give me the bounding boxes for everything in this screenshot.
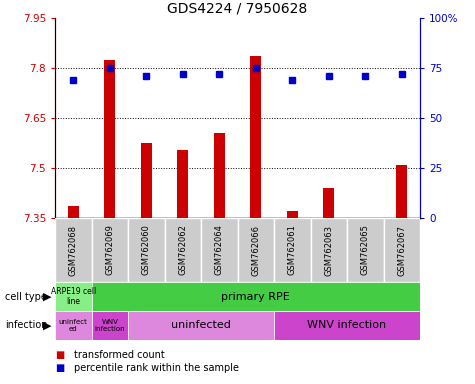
Bar [274, 311, 420, 340]
Bar [250, 56, 261, 218]
Text: cell type: cell type [5, 291, 47, 301]
Bar [55, 282, 92, 311]
Bar [201, 218, 238, 282]
Bar [128, 311, 274, 340]
Bar [68, 206, 79, 218]
Text: GSM762065: GSM762065 [361, 225, 370, 275]
Bar [214, 133, 225, 218]
Bar [104, 60, 115, 218]
Bar [177, 150, 188, 218]
Bar [92, 218, 128, 282]
Bar [323, 188, 334, 218]
Bar [238, 218, 274, 282]
Text: ▶: ▶ [43, 291, 52, 301]
Bar [274, 218, 311, 282]
Text: uninfect
ed: uninfect ed [59, 319, 88, 332]
Text: GSM762066: GSM762066 [251, 225, 260, 275]
Text: GSM762067: GSM762067 [397, 225, 406, 275]
Bar [55, 311, 92, 340]
Text: GSM762068: GSM762068 [69, 225, 78, 275]
Title: GDS4224 / 7950628: GDS4224 / 7950628 [167, 2, 308, 15]
Text: WNV
infection: WNV infection [95, 319, 125, 332]
Text: infection: infection [5, 321, 47, 331]
Text: percentile rank within the sample: percentile rank within the sample [74, 363, 239, 373]
Text: ARPE19 cell
line: ARPE19 cell line [51, 287, 96, 306]
Bar [92, 311, 128, 340]
Text: GSM762060: GSM762060 [142, 225, 151, 275]
Bar [311, 218, 347, 282]
Text: primary RPE: primary RPE [221, 291, 290, 301]
Bar [383, 218, 420, 282]
Text: ▶: ▶ [43, 321, 52, 331]
Bar [347, 218, 383, 282]
Text: GSM762061: GSM762061 [288, 225, 297, 275]
Bar [164, 218, 201, 282]
Text: transformed count: transformed count [74, 350, 165, 360]
Text: ■: ■ [55, 363, 64, 373]
Bar [396, 165, 407, 218]
Bar [141, 143, 152, 218]
Bar [55, 218, 92, 282]
Text: ■: ■ [55, 350, 64, 360]
Bar [287, 211, 298, 218]
Text: GSM762069: GSM762069 [105, 225, 114, 275]
Text: GSM762062: GSM762062 [178, 225, 187, 275]
Text: uninfected: uninfected [171, 321, 231, 331]
Text: GSM762063: GSM762063 [324, 225, 333, 275]
Bar [128, 218, 164, 282]
Text: WNV infection: WNV infection [307, 321, 387, 331]
Text: GSM762064: GSM762064 [215, 225, 224, 275]
